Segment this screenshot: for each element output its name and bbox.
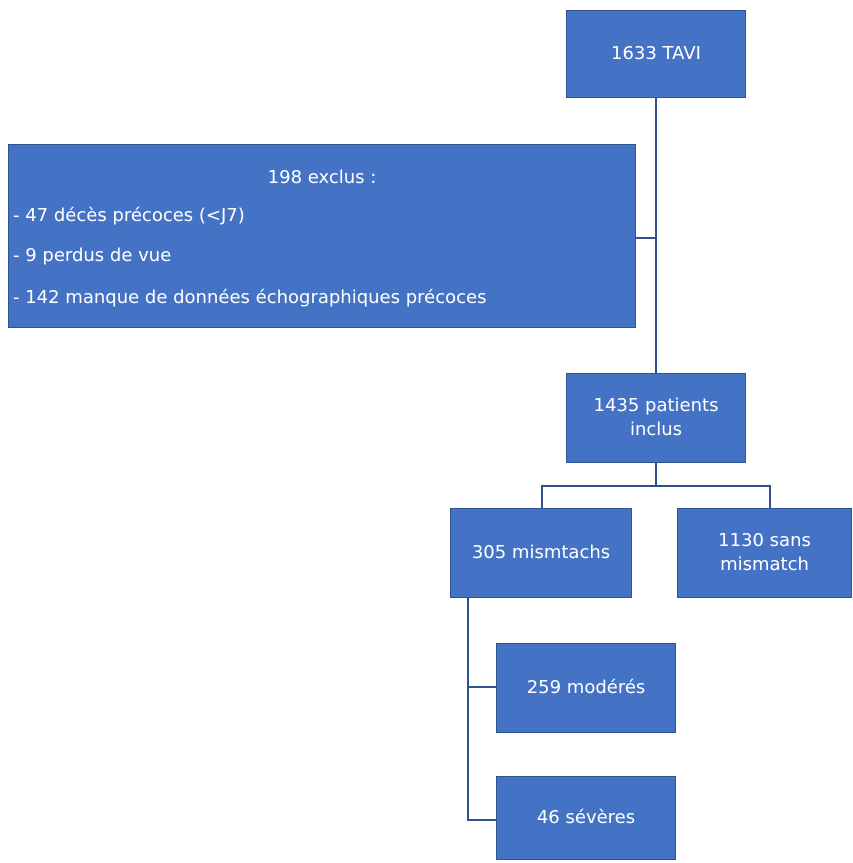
node: 1633 TAVI bbox=[566, 10, 746, 98]
node: 259 modérés bbox=[496, 643, 676, 733]
exclusion-title: 198 exclus : bbox=[267, 167, 377, 188]
node: 46 sévères bbox=[496, 776, 676, 860]
node: 1435 patients inclus bbox=[566, 373, 746, 463]
exclusion-item: - 9 perdus de vue bbox=[13, 245, 172, 266]
node: 1130 sans mismatch bbox=[677, 508, 852, 598]
exclusion-box: 198 exclus : - 47 décès précoces (<J7) -… bbox=[8, 144, 636, 328]
node: 305 mismtachs bbox=[450, 508, 632, 598]
exclusion-item: - 47 décès précoces (<J7) bbox=[13, 205, 245, 226]
exclusion-item: - 142 manque de données échographiques p… bbox=[13, 287, 487, 308]
